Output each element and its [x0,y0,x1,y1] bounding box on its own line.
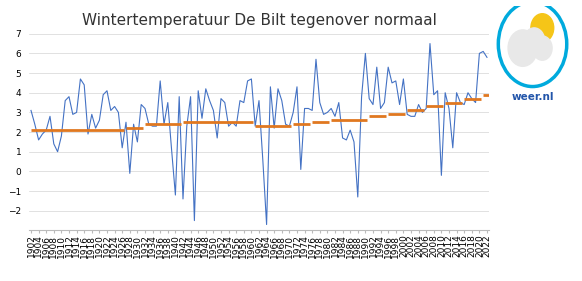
Text: weer.nl: weer.nl [511,92,554,102]
Circle shape [531,14,553,42]
Title: Wintertemperatuur De Bilt tegenover normaal: Wintertemperatuur De Bilt tegenover norm… [81,13,436,28]
Circle shape [524,28,545,54]
Circle shape [508,30,537,66]
Circle shape [533,36,552,60]
